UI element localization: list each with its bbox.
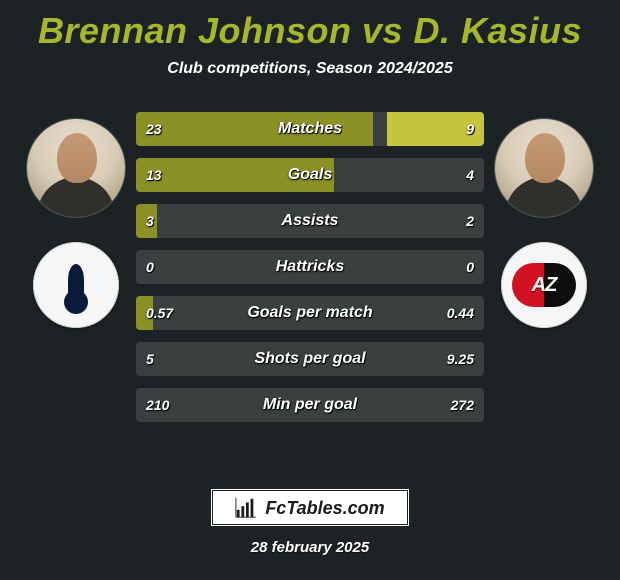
stat-label: Goals per match [136,296,484,330]
stat-value-left: 3 [136,204,164,238]
club-right-logo: AZ [501,242,587,328]
stat-row: 0.57 0.44Goals per match [136,296,484,330]
stat-label: Min per goal [136,388,484,422]
brand-badge: FcTables.com [212,490,407,525]
stat-value-left: 210 [136,388,179,422]
stat-value-right: 0 [456,250,484,284]
stat-value-right: 0.44 [437,296,484,330]
left-side [16,112,136,422]
stat-label: Assists [136,204,484,238]
stat-value-left: 13 [136,158,172,192]
stat-row: 5 9.25Shots per goal [136,342,484,376]
stat-row: 3 2Assists [136,204,484,238]
subtitle: Club competitions, Season 2024/2025 [0,60,620,78]
stat-value-right: 4 [456,158,484,192]
stat-value-right: 2 [456,204,484,238]
stat-value-left: 0.57 [136,296,183,330]
player-right-avatar [494,118,594,218]
bar-chart-icon [235,497,257,519]
right-side: AZ [484,112,604,422]
az-icon: AZ [512,263,576,307]
spurs-icon [53,256,99,314]
stat-label: Shots per goal [136,342,484,376]
comparison-card: Brennan Johnson vs D. Kasius Club compet… [0,0,620,580]
club-left-logo [33,242,119,328]
date-label: 28 february 2025 [251,539,369,556]
stat-value-left: 5 [136,342,164,376]
stat-bars: 239Matches134Goals32Assists00Hattricks0.… [136,112,484,422]
stat-value-left: 23 [136,112,172,146]
content-row: 239Matches134Goals32Assists00Hattricks0.… [0,112,620,422]
stat-value-right: 9 [456,112,484,146]
stat-value-right: 272 [441,388,484,422]
player-left-avatar [26,118,126,218]
brand-text: FcTables.com [265,498,384,519]
stat-value-left: 0 [136,250,164,284]
stat-row: 0 0Hattricks [136,250,484,284]
footer: FcTables.com 28 february 2025 [0,490,620,556]
stat-label: Hattricks [136,250,484,284]
stat-value-right: 9.25 [437,342,484,376]
page-title: Brennan Johnson vs D. Kasius [0,0,620,52]
stat-row: 210 272Min per goal [136,388,484,422]
stat-row: 239Matches [136,112,484,146]
stat-row: 134Goals [136,158,484,192]
